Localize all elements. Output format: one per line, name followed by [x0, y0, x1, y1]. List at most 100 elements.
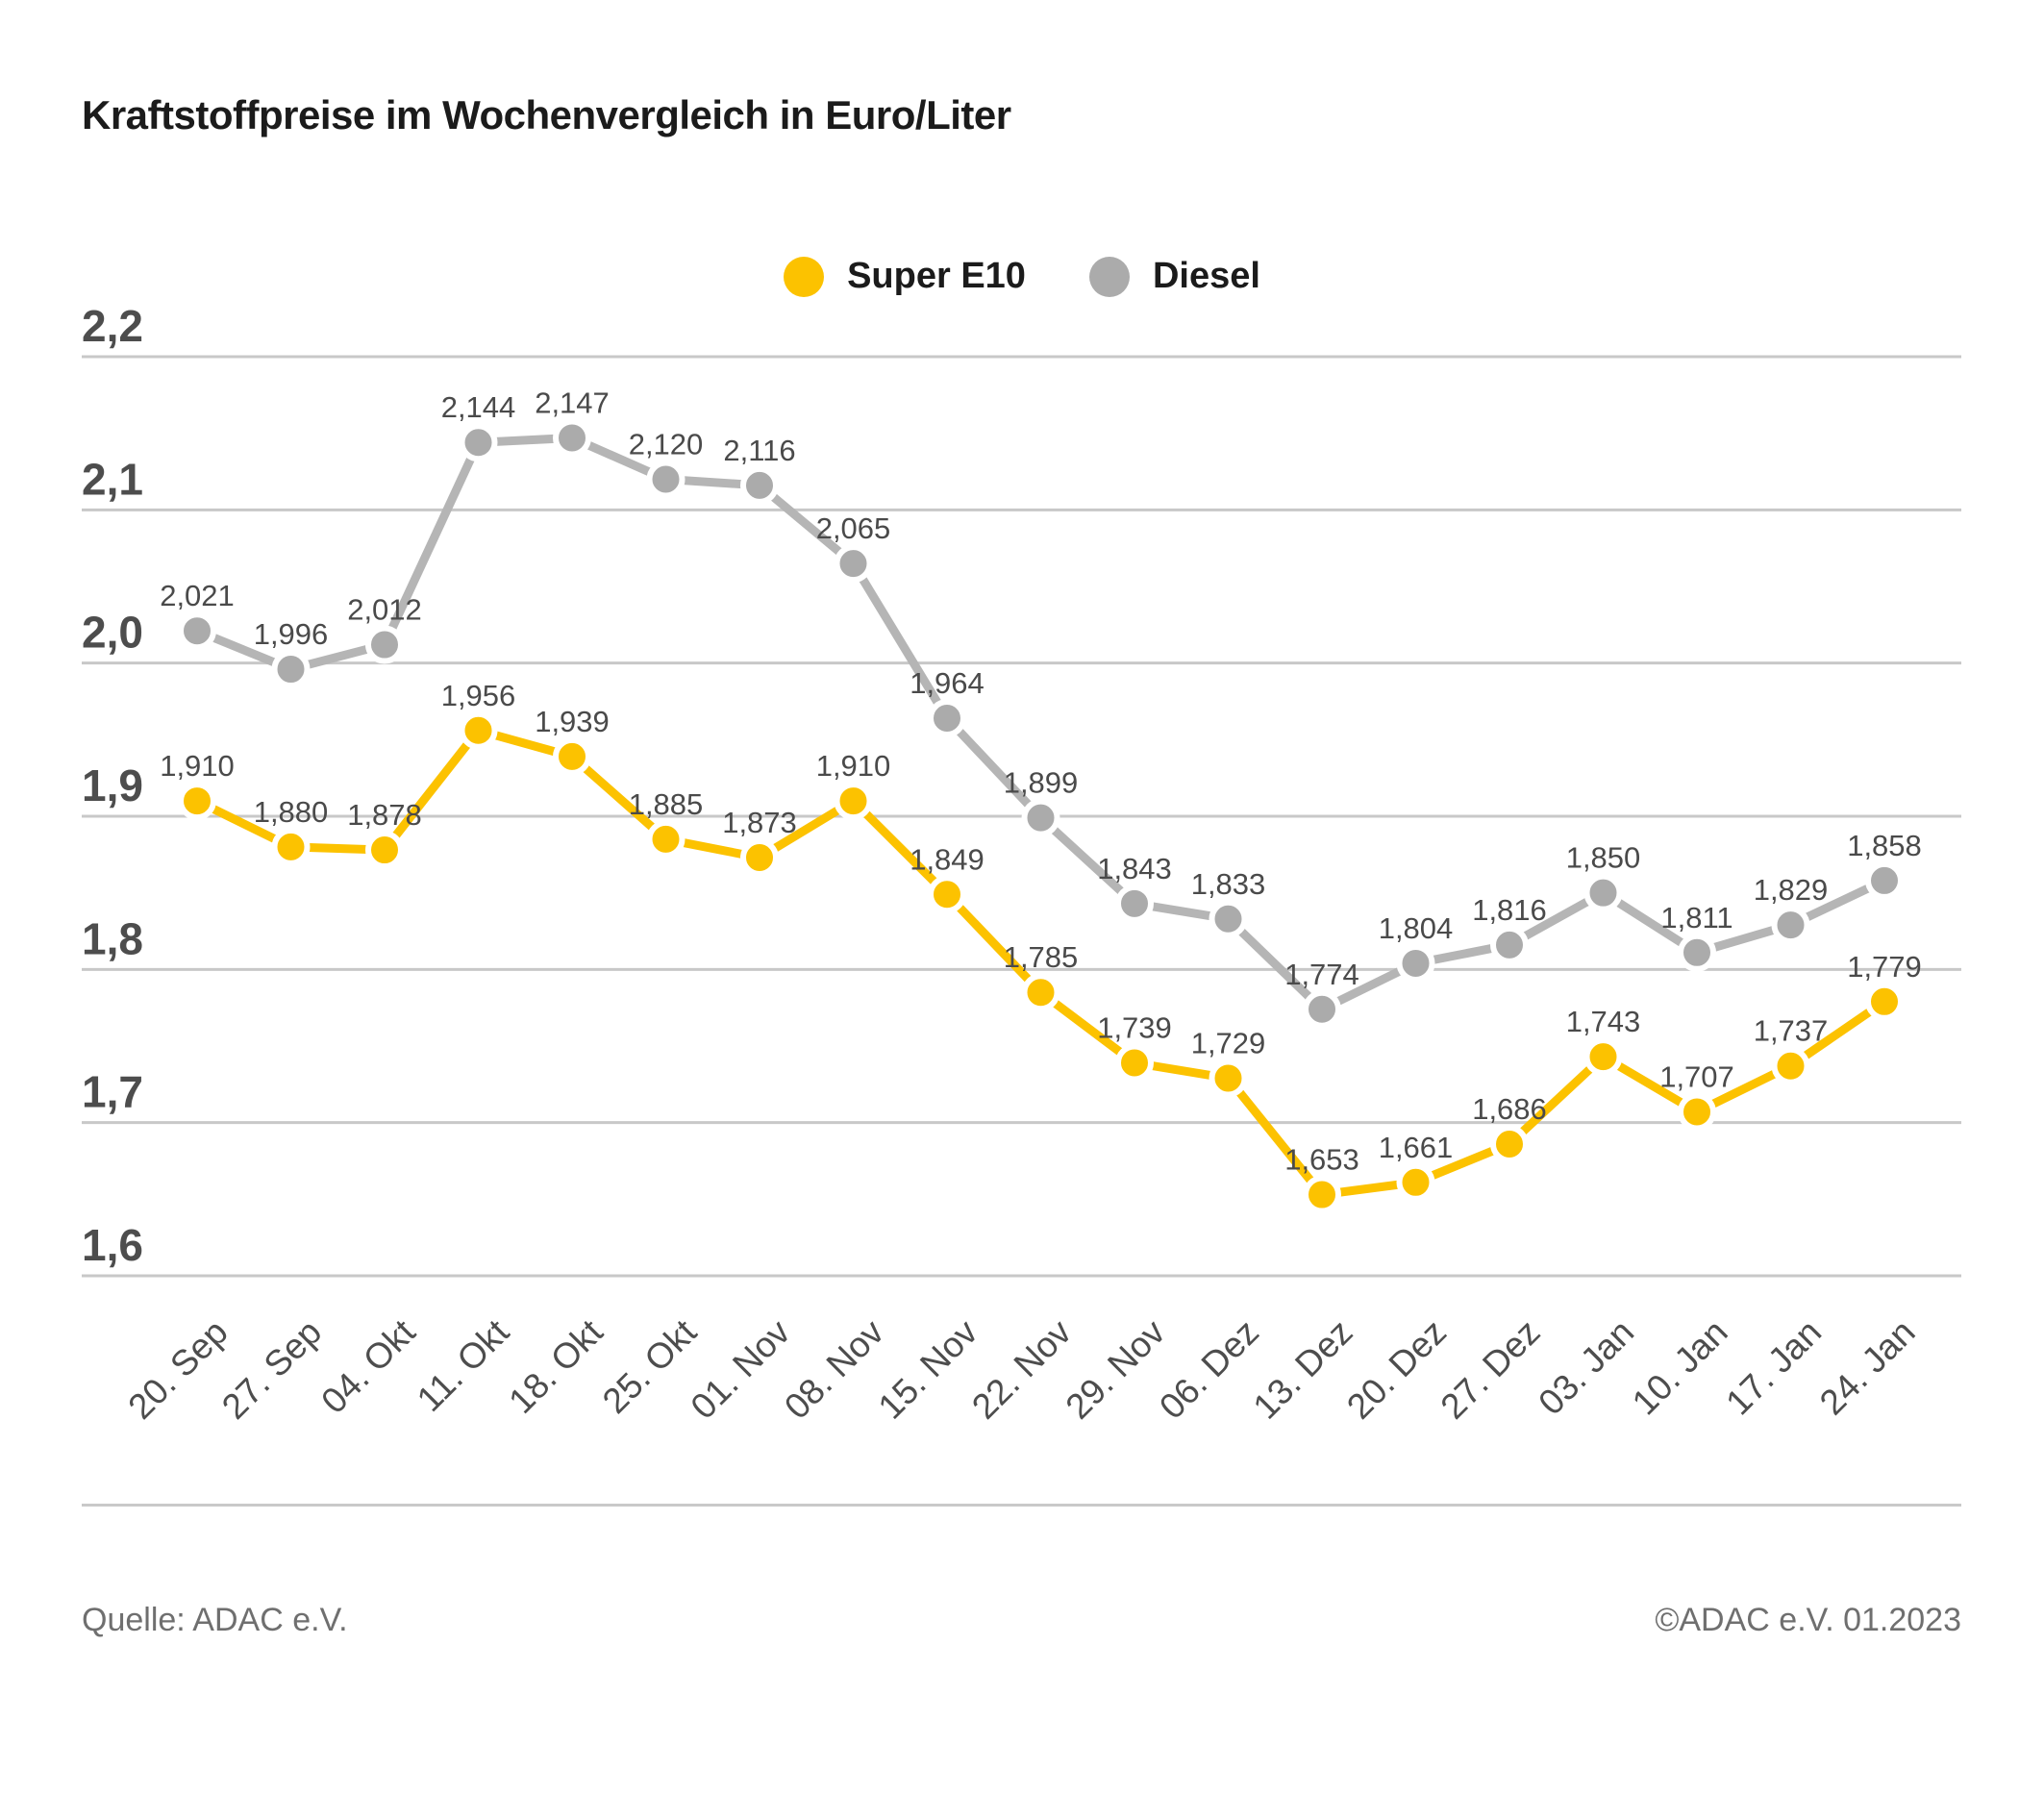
data-point-super-e10 — [1396, 1162, 1435, 1202]
value-label-super-e10: 1,729 — [1191, 1026, 1266, 1059]
x-axis-tick-label: 24. Jan — [1812, 1312, 1923, 1423]
value-label-diesel: 1,843 — [1097, 852, 1172, 885]
data-point-diesel — [740, 465, 779, 505]
data-point-diesel — [834, 544, 873, 584]
data-point-diesel — [271, 650, 311, 689]
series-line-diesel — [192, 433, 1889, 1015]
x-axis-tick-label: 20. Dez — [1339, 1312, 1454, 1427]
data-point-diesel — [1865, 860, 1904, 900]
x-axis-tick-label: 01. Nov — [683, 1311, 798, 1427]
value-label-super-e10: 1,956 — [441, 679, 516, 712]
x-axis-tick-label: 04. Okt — [313, 1311, 423, 1421]
value-label-super-e10: 1,785 — [1004, 940, 1079, 974]
value-label-super-e10: 1,779 — [1847, 950, 1922, 984]
value-label-diesel: 2,116 — [723, 434, 795, 467]
value-label-diesel: 1,774 — [1284, 958, 1359, 991]
value-label-super-e10: 1,910 — [160, 749, 235, 783]
value-label-super-e10: 1,849 — [910, 842, 985, 876]
value-label-super-e10: 1,885 — [629, 787, 704, 821]
value-label-diesel: 1,829 — [1754, 873, 1829, 907]
data-point-diesel — [1771, 906, 1810, 945]
value-label-diesel: 1,804 — [1379, 911, 1454, 945]
value-label-diesel: 2,144 — [441, 390, 516, 424]
data-point-super-e10 — [365, 831, 404, 870]
data-point-diesel — [553, 418, 591, 458]
value-label-diesel: 2,065 — [816, 511, 891, 545]
x-axis-tick-label: 03. Jan — [1531, 1312, 1641, 1423]
value-label-diesel: 1,899 — [1004, 766, 1079, 800]
x-axis-tick-label: 27. Sep — [214, 1312, 329, 1427]
value-label-super-e10: 1,739 — [1097, 1011, 1172, 1045]
data-point-super-e10 — [1771, 1046, 1810, 1085]
data-point-diesel — [1115, 884, 1154, 923]
page-title: Kraftstoffpreise im Wochenvergleich in E… — [82, 92, 1011, 137]
x-axis-tick-label: 10. Jan — [1625, 1312, 1735, 1423]
y-axis-tick-label: 1,6 — [82, 1220, 143, 1270]
data-point-super-e10 — [1678, 1092, 1716, 1132]
value-label-super-e10: 1,737 — [1754, 1014, 1829, 1048]
value-label-diesel: 1,833 — [1191, 867, 1266, 901]
source-text: Quelle: ADAC e.V. — [82, 1602, 348, 1638]
data-point-super-e10 — [553, 736, 591, 776]
value-label-diesel: 1,858 — [1847, 829, 1922, 862]
value-label-diesel: 1,811 — [1660, 901, 1732, 934]
x-axis-tick-label: 15. Nov — [870, 1311, 985, 1427]
data-point-super-e10 — [928, 875, 966, 914]
x-axis-tick-label: 22. Nov — [964, 1311, 1080, 1427]
data-point-super-e10 — [1865, 982, 1904, 1021]
x-axis-tick-label: 20. Sep — [120, 1312, 235, 1427]
data-point-diesel — [1396, 943, 1435, 983]
value-label-super-e10: 1,653 — [1284, 1143, 1359, 1177]
x-axis-tick-label: 29. Nov — [1058, 1311, 1173, 1427]
value-label-diesel: 2,120 — [629, 427, 704, 461]
x-axis-tick-label: 11. Okt — [410, 1311, 517, 1419]
data-point-super-e10 — [178, 782, 216, 821]
legend-dot-diesel-icon — [1088, 256, 1130, 297]
value-label-super-e10: 1,743 — [1566, 1005, 1641, 1038]
data-point-super-e10 — [1490, 1124, 1529, 1163]
data-point-diesel — [1303, 989, 1341, 1029]
x-axis-tick-label: 17. Jan — [1718, 1312, 1829, 1423]
value-label-super-e10: 1,661 — [1379, 1131, 1454, 1164]
data-point-super-e10 — [1583, 1037, 1623, 1077]
data-point-super-e10 — [459, 710, 498, 750]
x-axis-tick-label: 13. Dez — [1245, 1312, 1359, 1427]
value-label-diesel: 1,996 — [254, 617, 329, 651]
data-point-diesel — [365, 625, 404, 664]
y-axis-tick-label: 1,7 — [82, 1067, 143, 1117]
legend-dot-super-e10-icon — [784, 256, 825, 297]
data-point-diesel — [1678, 933, 1716, 972]
value-label-super-e10: 1,880 — [254, 795, 329, 829]
x-axis-tick-label: 27. Dez — [1433, 1312, 1547, 1427]
x-axis-tick-label: 08. Nov — [777, 1311, 892, 1427]
copyright-text: ©ADAC e.V. 01.2023 — [1655, 1602, 1961, 1638]
legend: Super E10 Diesel — [0, 256, 2044, 297]
y-axis-tick-label: 2,1 — [82, 454, 143, 504]
x-axis-tick-label: 18. Okt — [501, 1311, 611, 1421]
data-point-super-e10 — [271, 827, 311, 866]
value-label-super-e10: 1,707 — [1659, 1060, 1734, 1094]
legend-item-super-e10: Super E10 — [784, 256, 1026, 297]
data-point-super-e10 — [834, 782, 873, 821]
value-label-diesel: 1,850 — [1566, 841, 1641, 875]
data-point-diesel — [646, 460, 685, 499]
data-point-super-e10 — [1021, 973, 1060, 1012]
x-axis-tick-label: 06. Dez — [1152, 1312, 1266, 1427]
value-label-diesel: 2,021 — [160, 579, 235, 612]
value-label-super-e10: 1,910 — [816, 749, 891, 783]
y-axis-tick-label: 1,9 — [82, 760, 143, 810]
data-point-super-e10 — [1115, 1043, 1154, 1083]
value-label-super-e10: 1,878 — [347, 798, 422, 832]
value-label-diesel: 1,816 — [1472, 893, 1547, 927]
y-axis-tick-label: 2,2 — [82, 301, 143, 351]
data-point-diesel — [459, 423, 498, 462]
data-point-diesel — [178, 611, 216, 651]
footer-divider — [82, 1504, 1961, 1507]
data-point-diesel — [928, 699, 966, 738]
data-point-diesel — [1209, 899, 1248, 938]
value-label-diesel: 1,964 — [910, 666, 985, 700]
legend-label-diesel: Diesel — [1152, 256, 1260, 296]
legend-item-diesel: Diesel — [1088, 256, 1260, 297]
